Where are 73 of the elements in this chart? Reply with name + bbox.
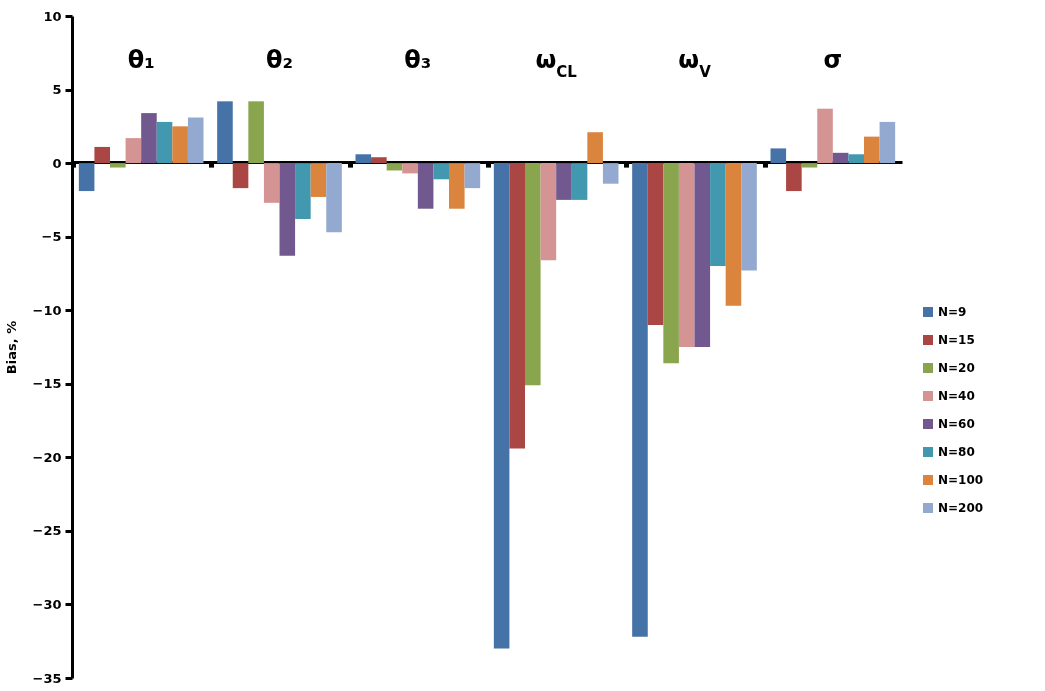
legend-label: N=60: [938, 417, 975, 431]
legend-label: N=9: [938, 305, 967, 319]
bar: [232, 163, 249, 189]
bar: [678, 163, 695, 347]
bar: [187, 117, 204, 164]
bar: [786, 163, 802, 192]
bar: [248, 101, 264, 164]
bar: [110, 163, 126, 168]
y-tick-label: −10: [32, 302, 62, 318]
bar: [663, 163, 679, 364]
bar: [540, 163, 557, 261]
bar: [525, 163, 541, 386]
bar: [817, 108, 833, 164]
x-tick-label: σ: [823, 46, 843, 74]
bar: [125, 138, 142, 164]
bar: [141, 113, 157, 164]
x-tick-label: θ₁: [127, 46, 155, 74]
bar: [694, 163, 711, 347]
bar: [295, 163, 311, 220]
bar: [326, 163, 342, 233]
bar: [801, 163, 818, 168]
y-tick-label: −5: [41, 229, 62, 245]
bar: [449, 163, 465, 209]
x-tick-label: θ₂: [266, 46, 293, 74]
bar: [832, 152, 849, 164]
legend-label: N=200: [938, 501, 984, 515]
bar: [725, 163, 742, 306]
y-tick-label: −30: [32, 596, 62, 612]
bar: [464, 163, 481, 189]
y-tick-label: −25: [32, 523, 62, 539]
bar: [172, 126, 188, 164]
bar: [386, 163, 403, 171]
bar: [310, 163, 327, 197]
legend-label: N=20: [938, 361, 975, 375]
bar: [94, 146, 110, 164]
bar: [509, 163, 525, 449]
bar: [770, 148, 787, 164]
bar: [587, 132, 603, 164]
y-tick-label: 0: [52, 155, 62, 171]
bar: [602, 163, 619, 184]
bar: [647, 163, 664, 325]
bar: [371, 157, 387, 164]
bar: [848, 154, 864, 164]
y-tick-label: 10: [43, 8, 62, 24]
bar: [355, 154, 372, 164]
bar: [263, 163, 280, 203]
legend-label: N=15: [938, 333, 975, 347]
bar: [402, 163, 418, 174]
x-tick-label: ω$_{V}$: [678, 46, 712, 81]
x-tick-label: ω$_{CL}$: [535, 46, 578, 81]
bar: [493, 163, 510, 649]
bar: [571, 163, 588, 200]
y-axis-title: Bias, %: [3, 320, 19, 375]
bar: [217, 101, 233, 164]
y-tick-label: −20: [32, 449, 62, 465]
bar: [156, 121, 173, 164]
bar: [864, 136, 880, 164]
y-tick-label: −15: [32, 376, 62, 392]
bar: [556, 163, 572, 200]
bar: [632, 163, 648, 637]
bar: [279, 163, 296, 256]
legend-label: N=40: [938, 389, 975, 403]
legend-label: N=100: [938, 473, 984, 487]
y-tick-label: −35: [32, 670, 62, 686]
bar: [433, 163, 449, 180]
x-tick-label: θ₃: [404, 46, 432, 74]
bar: [417, 163, 434, 209]
bar: [78, 163, 95, 192]
y-tick-label: 5: [52, 82, 62, 98]
bar: [741, 163, 757, 271]
legend-label: N=80: [938, 445, 975, 459]
bar: [879, 121, 896, 164]
bar: [710, 163, 726, 267]
